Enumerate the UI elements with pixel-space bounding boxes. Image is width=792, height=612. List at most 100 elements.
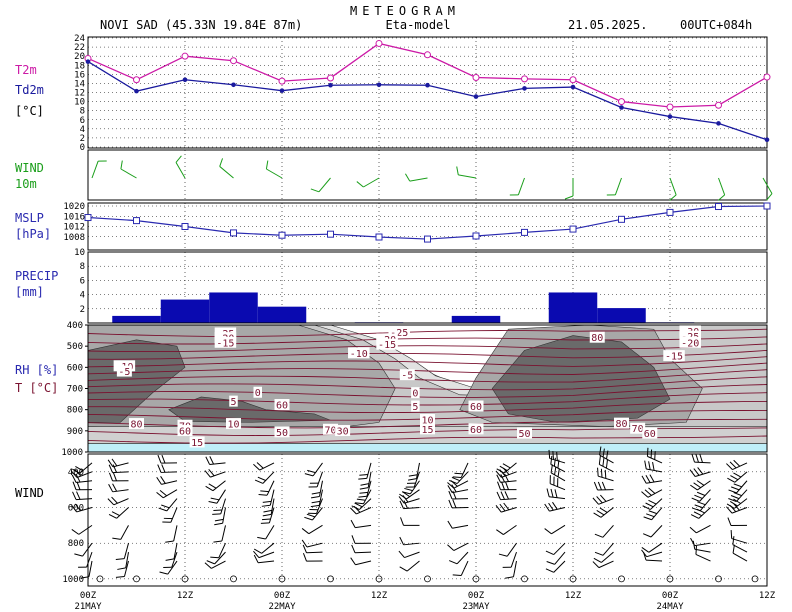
wind-profile-barb-feather (545, 568, 554, 573)
wind-profile-barb-feather (641, 547, 650, 553)
contour-label-bg (335, 425, 351, 437)
wind-profile-barb-feather (649, 474, 655, 483)
wind-profile-barb (646, 551, 663, 558)
isotherm-line (87, 349, 768, 360)
isotherm-line (87, 336, 768, 345)
wind-profile-barb (732, 552, 748, 562)
wind-profile-barb-feather (648, 499, 657, 505)
wind-profile-barb (695, 553, 711, 562)
wind10-barb (614, 177, 622, 196)
wind-profile-barb-feather (729, 461, 737, 469)
wind-profile-barb-feather (353, 505, 361, 513)
wind-profile-barb-feather (75, 474, 81, 483)
calm-wind-marker (751, 575, 759, 583)
rh-tick-label: 500 (67, 342, 83, 352)
wind-profile-barb (173, 525, 178, 542)
wind-profile-barb-feather (262, 500, 272, 503)
wind-profile-barb-feather (598, 455, 601, 465)
rh-tick-label: 700 (67, 385, 83, 395)
calm-wind-marker (715, 575, 722, 583)
wind-profile-barb-feather (108, 484, 114, 493)
wind-profile-barb-feather (311, 492, 321, 495)
temp-tick-label: 10 (74, 98, 85, 108)
wind-profile-barb-feather (733, 459, 741, 467)
t2m-point (181, 52, 189, 60)
wind-profile-barb-feather (310, 495, 320, 499)
wind-profile-barb-feather (208, 500, 218, 504)
precip-tick-label: 10 (74, 248, 85, 258)
wind-profile-barb-feather (112, 483, 118, 492)
td2m-point (376, 82, 382, 88)
wind-profile-barb-feather (165, 540, 174, 543)
wind-profile-barb (76, 480, 93, 484)
wind-profile-barb (453, 542, 469, 551)
temp-tick-label: 16 (74, 70, 85, 80)
mslp-tick-label: 1008 (63, 233, 85, 243)
wind-profile-barb (601, 551, 614, 563)
wind-profile-barb (359, 498, 372, 510)
wind-profile-barb (735, 489, 748, 502)
t2m-point (569, 76, 577, 84)
wind-profile-barb-feather (730, 486, 740, 491)
precip-bar (160, 299, 210, 323)
wind-profile-barb-feather (496, 491, 501, 500)
wind-profile-barb (354, 551, 372, 554)
wind-profile-barb (218, 542, 226, 558)
wind-profile-barb-feather (648, 487, 656, 494)
wind-profile-barb-feather (359, 474, 368, 476)
contour-label-bg (642, 427, 658, 439)
td2m-point (619, 105, 624, 110)
wind-profile-barb-feather (697, 501, 706, 506)
wind-profile-barb-feather (548, 449, 551, 459)
wind-profile-barb-feather (213, 540, 222, 543)
calm-wind-marker (424, 575, 431, 583)
contour-label-bg (468, 423, 484, 435)
wind-profile-barb (79, 462, 93, 474)
wind-profile-barb-feather (206, 560, 215, 565)
wind-profile-barb-feather (451, 484, 457, 493)
wind-profile-barb-feather (602, 457, 605, 467)
wind-profile-barb-feather (253, 550, 260, 558)
wind-profile-barb-feather (730, 530, 733, 539)
wind-profile-barb-feather (304, 473, 314, 477)
wind-profile-barb-feather (642, 533, 652, 538)
precip-bar (209, 292, 258, 323)
t2m-point (472, 74, 480, 82)
wind-profile-barb-feather (602, 448, 605, 458)
wind-profile-barb-feather (257, 536, 266, 540)
wind-profile-barb-feather (115, 576, 125, 578)
calm-wind-marker (569, 575, 577, 583)
wind-profile-barb (259, 462, 275, 471)
wind-profile-barb-feather (350, 557, 356, 566)
wind-profile-barb (166, 498, 178, 512)
wind-profile-barb (646, 468, 663, 473)
wind-profile-barb-feather (732, 544, 735, 554)
td2m-point (473, 94, 479, 99)
label-mslp-unit: [hPa] (15, 227, 51, 241)
wind-profile-barb-feather (689, 526, 697, 534)
wind-profile-barb (220, 498, 226, 515)
wind-profile-barb-feather (159, 571, 168, 575)
wind-profile-barb-feather (695, 454, 699, 463)
wind-profile-barb (161, 480, 178, 485)
wind-profile-barb (269, 489, 275, 506)
contour-label: -10 (350, 349, 368, 360)
wind-profile-barb (513, 560, 517, 577)
wind-profile-barb (112, 462, 129, 468)
wind10-barb-feather (265, 160, 269, 170)
wind-profile-barb-feather (689, 469, 696, 477)
rh-tick-label: 400 (67, 321, 83, 331)
wind-profile-barb-feather (156, 476, 162, 485)
temp-tick-label: 18 (74, 61, 85, 71)
wind-profile-barb-feather (261, 504, 271, 507)
wind-profile-barb-feather (351, 535, 356, 544)
wind-profile-barb (553, 542, 566, 555)
wind-profile-barb (318, 480, 323, 497)
wind-profile-barb-feather (496, 529, 504, 535)
wind10-barb-feather (175, 155, 182, 163)
isotherm-line (87, 392, 768, 406)
calm-wind-marker (618, 575, 625, 583)
calm-wind-marker (181, 575, 189, 583)
temp-tick-label: 24 (74, 34, 85, 44)
contour-label-bg (517, 427, 532, 439)
